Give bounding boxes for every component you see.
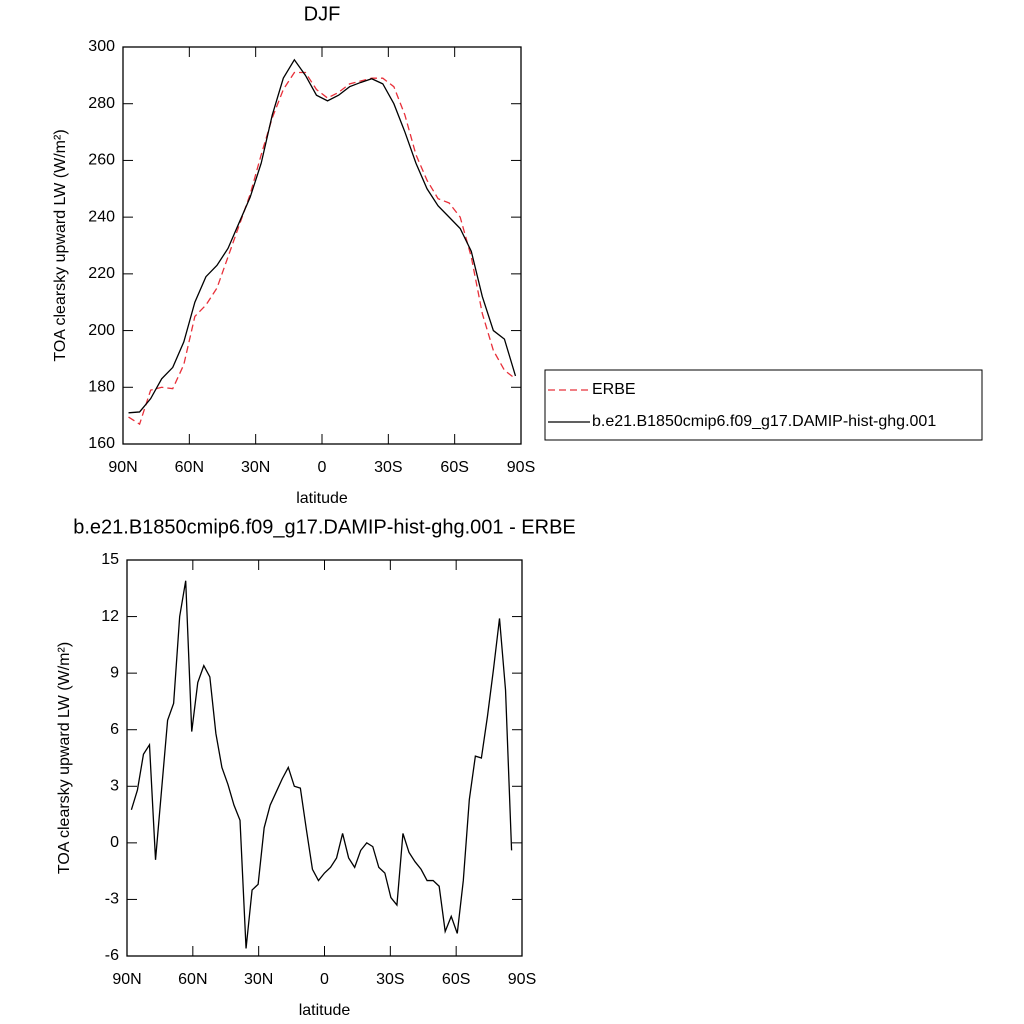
y-tick-label: 180	[88, 379, 115, 396]
y-tick-label: 220	[88, 265, 115, 282]
x-tick-label: 90S	[508, 971, 536, 988]
x-tick-label: 30S	[376, 971, 404, 988]
x-tick-label: 0	[320, 971, 329, 988]
legend-label: ERBE	[592, 381, 636, 398]
legend-label: b.e21.B1850cmip6.f09_g17.DAMIP-hist-ghg.…	[592, 413, 936, 430]
x-tick-label: 30S	[374, 459, 402, 476]
y-tick-label: 12	[101, 608, 119, 625]
x-tick-label: 90N	[108, 459, 137, 476]
y-tick-label: 160	[88, 435, 115, 452]
y-axis-label: TOA clearsky upward LW (W/m²)	[56, 642, 73, 874]
y-tick-label: 15	[101, 551, 119, 568]
y-tick-label: 280	[88, 95, 115, 112]
y-tick-label: 6	[110, 721, 119, 738]
x-tick-label: 90N	[112, 971, 141, 988]
y-tick-label: 200	[88, 322, 115, 339]
y-tick-label: 240	[88, 208, 115, 225]
y-tick-label: 9	[110, 664, 119, 681]
x-tick-label: 90S	[507, 459, 535, 476]
y-tick-label: 260	[88, 152, 115, 169]
x-axis-label: latitude	[299, 1002, 351, 1019]
chart-title: b.e21.B1850cmip6.f09_g17.DAMIP-hist-ghg.…	[73, 516, 576, 538]
y-tick-label: 300	[88, 38, 115, 55]
data-line	[130, 580, 513, 949]
legend-box	[544, 369, 983, 441]
y-tick-label: 0	[110, 834, 119, 851]
x-tick-label: 60N	[175, 459, 204, 476]
y-tick-label: -3	[105, 891, 119, 908]
x-tick-label: 30N	[241, 459, 270, 476]
y-tick-label: -6	[105, 947, 119, 964]
x-tick-label: 30N	[244, 971, 273, 988]
x-tick-label: 60N	[178, 971, 207, 988]
x-axis-label: latitude	[296, 490, 348, 507]
y-axis-label: TOA clearsky upward LW (W/m²)	[52, 129, 69, 361]
y-tick-label: 3	[110, 778, 119, 795]
x-tick-label: 0	[318, 459, 327, 476]
data-line	[128, 58, 517, 414]
chart-title: DJF	[304, 3, 341, 25]
data-line	[128, 71, 516, 426]
plot-frame	[122, 46, 522, 445]
x-tick-label: 60S	[442, 971, 470, 988]
plot-frame	[126, 559, 523, 957]
x-tick-label: 60S	[440, 459, 468, 476]
